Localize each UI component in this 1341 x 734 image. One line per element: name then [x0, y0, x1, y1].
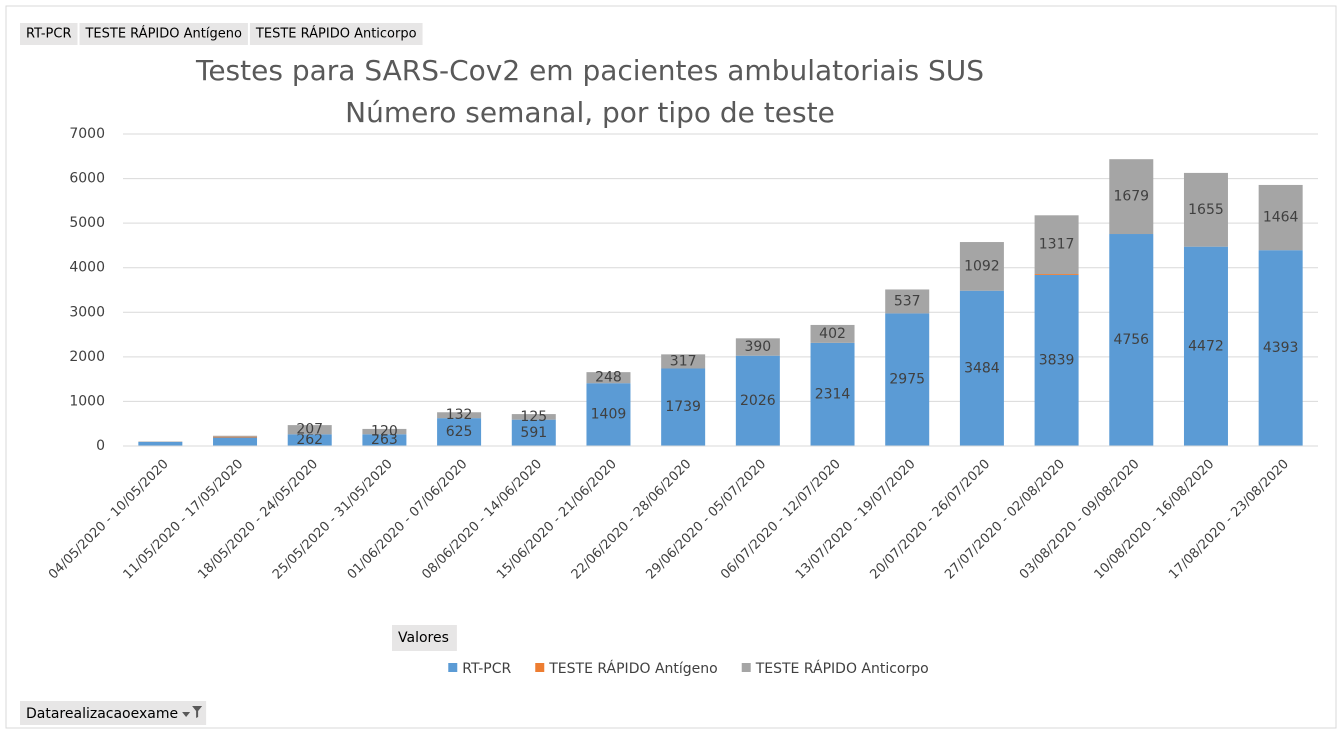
data-label: 2314: [815, 386, 851, 402]
field-button-label[interactable]: TESTE RÁPIDO Anticorpo: [255, 26, 417, 42]
data-label: 4472: [1188, 338, 1224, 354]
data-label: 1409: [591, 407, 627, 423]
bar-segment: [661, 354, 706, 369]
data-label: 262: [296, 432, 323, 448]
bar-segment: [959, 290, 1004, 446]
data-label: 263: [371, 432, 398, 448]
bar-segment: [287, 425, 332, 435]
bar-segment: [213, 436, 258, 438]
data-label: 317: [670, 353, 697, 369]
bar-segment: [885, 313, 930, 446]
data-label: 625: [446, 424, 473, 440]
data-label: 120: [371, 424, 398, 440]
data-label: 1317: [1039, 237, 1075, 253]
data-label: 1464: [1263, 210, 1299, 226]
field-button[interactable]: [20, 23, 78, 45]
filter-button[interactable]: [20, 701, 207, 725]
bar-segment: [810, 324, 855, 343]
data-label: 1739: [665, 399, 701, 415]
bar-segment: [138, 441, 183, 446]
bar-segment: [1109, 159, 1154, 235]
values-button[interactable]: [392, 625, 457, 651]
data-label: 1655: [1188, 202, 1224, 218]
chart-subtitle: Número semanal, por tipo de teste: [345, 96, 835, 129]
bar-segment: [437, 412, 482, 419]
values-button-label[interactable]: Valores: [398, 630, 449, 646]
data-label: 3839: [1039, 352, 1075, 368]
bar-segment: [661, 368, 706, 446]
bar-segment: [1034, 215, 1079, 274]
data-label: 2026: [740, 393, 776, 409]
legend-swatch: [448, 663, 458, 672]
y-tick-label: 7000: [69, 126, 105, 142]
bar-segment: [1258, 184, 1303, 251]
data-label: 4756: [1113, 332, 1149, 348]
bar-segment: [213, 437, 258, 446]
bar-segment: [1183, 246, 1228, 446]
legend-swatch: [741, 663, 751, 672]
data-label: 537: [894, 293, 921, 309]
y-tick-label: 6000: [69, 171, 105, 187]
bar-segment: [1183, 172, 1228, 247]
bar-segment: [287, 434, 332, 446]
data-label: 390: [744, 339, 771, 355]
bar-segment: [362, 434, 407, 446]
data-label: 248: [595, 370, 622, 386]
bar-segment: [885, 289, 930, 314]
y-tick-label: 0: [96, 438, 105, 454]
field-button[interactable]: [79, 23, 248, 45]
bar-segment: [1109, 234, 1154, 446]
data-label: 132: [446, 407, 473, 423]
data-label: 207: [296, 422, 323, 438]
field-button[interactable]: [249, 23, 423, 45]
legend-swatch: [535, 663, 545, 672]
bar-segment: [1034, 273, 1079, 275]
data-label: 4393: [1263, 340, 1299, 356]
data-label: 402: [819, 326, 846, 342]
y-tick-label: 1000: [69, 393, 105, 409]
bar-segment: [213, 435, 258, 437]
chart-title: Testes para SARS-Cov2 em pacientes ambul…: [195, 54, 984, 87]
y-tick-label: 4000: [69, 260, 105, 276]
bar-segment: [511, 419, 556, 446]
bar-segment: [1034, 274, 1079, 446]
legend-label: TESTE RÁPIDO Anticorpo: [755, 660, 929, 677]
data-label: 1679: [1113, 189, 1149, 205]
legend-label: RT-PCR: [462, 661, 511, 677]
y-tick-label: 2000: [69, 349, 105, 365]
bar-segment: [735, 338, 780, 356]
bar-segment: [735, 355, 780, 446]
bar-segment: [586, 372, 631, 384]
data-label: 1092: [964, 258, 1000, 274]
y-tick-label: 5000: [69, 215, 105, 231]
legend-label: TESTE RÁPIDO Antígeno: [548, 660, 717, 677]
data-label: 125: [520, 409, 547, 425]
data-label: 2975: [889, 372, 925, 388]
bar-segment: [959, 242, 1004, 291]
bar-segment: [362, 428, 407, 435]
bar-segment: [437, 418, 482, 446]
bar-segment: [810, 342, 855, 446]
field-button-label[interactable]: TESTE RÁPIDO Antígeno: [84, 26, 241, 42]
filter-icon[interactable]: [182, 706, 203, 718]
bar-segment: [1258, 250, 1303, 446]
bar-segment: [586, 383, 631, 446]
field-button-label[interactable]: RT-PCR: [26, 27, 71, 42]
data-label: 3484: [964, 360, 1000, 376]
bar-segment: [511, 414, 556, 420]
data-label: 591: [520, 425, 547, 441]
y-tick-label: 3000: [69, 304, 105, 320]
filter-button-label[interactable]: Datarealizacaoexame: [26, 706, 178, 722]
